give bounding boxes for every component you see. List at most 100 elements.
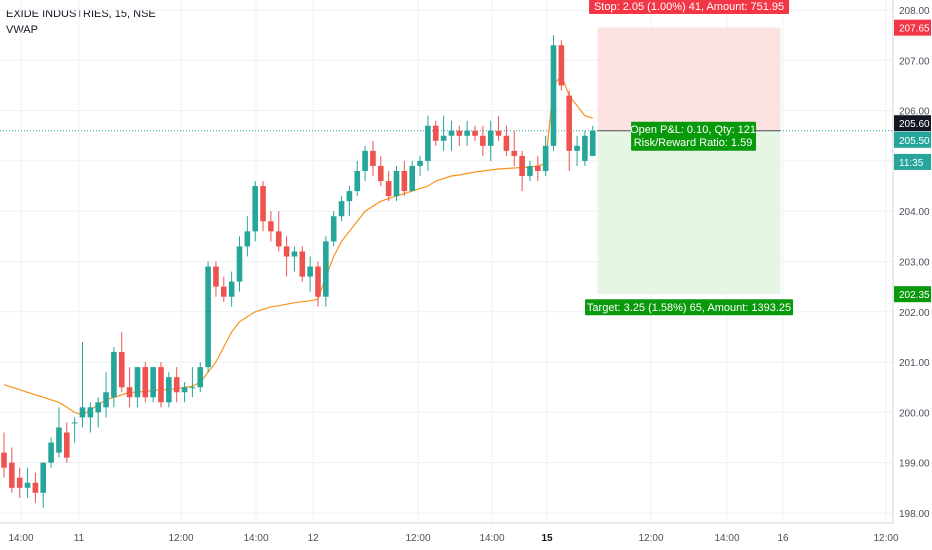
candle: [32, 472, 39, 503]
chart-symbol-title: EXIDE INDUSTRIES, 15, NSE: [6, 8, 156, 20]
candle-body: [330, 216, 337, 242]
time-axis: 14:00 11 12:00 14:00 12 12:00 14:00 15 12:00 14:0…: [0, 522, 899, 544]
candle: [1, 432, 7, 478]
candle-body: [519, 155, 525, 177]
candle-body: [56, 427, 62, 453]
candle-body: [503, 135, 510, 151]
candle: [401, 160, 408, 197]
price-axis: 198.00 199.00 200.00 201.00 202.00 203.00 204.…: [892, 0, 931, 523]
candles: [1, 35, 596, 508]
price-tick-label: 206.00: [899, 107, 930, 118]
price-axis-tag: 207.65: [894, 19, 931, 36]
candle-body: [166, 377, 172, 403]
candle: [95, 397, 101, 428]
candle: [582, 130, 588, 166]
svg-text:Stop: 2.05 (1.00%) 41, Amount:: Stop: 2.05 (1.00%) 41, Amount: 751.95: [594, 1, 784, 13]
candle: [252, 181, 258, 242]
stop-zone: [597, 27, 781, 131]
candle-body: [1, 452, 7, 468]
candle: [181, 382, 188, 403]
candle-body: [385, 181, 392, 197]
candle-body: [346, 191, 353, 202]
candle-body: [111, 352, 117, 398]
candle: [275, 211, 282, 252]
candle-body: [134, 367, 141, 398]
candle: [189, 367, 196, 398]
candle-body: [268, 221, 274, 232]
target-label: Target: 3.25 (1.58%) 65, Amount: 1393.25: [585, 299, 794, 316]
candle-body: [307, 266, 313, 277]
svg-text:11:35: 11:35: [899, 158, 924, 169]
candle-body: [9, 462, 15, 488]
candle-body: [566, 95, 572, 151]
time-tick-label: 12: [307, 533, 319, 544]
candle: [519, 150, 525, 192]
candle: [268, 211, 274, 242]
vwap-line: [3, 74, 593, 416]
candle-body: [527, 165, 533, 177]
price-tick-label: 208.00: [899, 6, 930, 17]
candle: [126, 367, 133, 408]
candle-body: [401, 170, 408, 192]
time-tick-label: 11: [74, 533, 85, 544]
candle-body: [118, 352, 125, 388]
svg-text:205.50: 205.50: [899, 136, 930, 147]
candle: [495, 115, 502, 141]
candle-body: [244, 231, 251, 247]
candle-body: [354, 170, 361, 192]
candle-body: [142, 367, 149, 398]
candle: [370, 140, 376, 177]
time-tick-label: 16: [777, 533, 789, 544]
candle: [346, 186, 353, 217]
candle-body: [64, 432, 70, 458]
candle-body: [221, 286, 227, 297]
candle: [338, 196, 345, 222]
candle: [409, 160, 415, 192]
candle: [24, 467, 31, 498]
candle: [173, 367, 180, 403]
candle-body: [236, 246, 243, 282]
candle: [480, 125, 486, 156]
time-tick-label: 12:00: [873, 533, 898, 544]
candle: [417, 155, 423, 177]
svg-text:202.35: 202.35: [899, 290, 930, 301]
candle-body: [370, 150, 376, 166]
candle-body: [425, 125, 431, 161]
candle-body: [440, 135, 447, 141]
candle: [64, 422, 70, 463]
candle-body: [338, 201, 345, 217]
candle: [197, 362, 204, 393]
price-tick-label: 201.00: [899, 358, 930, 369]
indicator-label-vwap[interactable]: VWAP: [6, 24, 38, 36]
candle: [378, 155, 384, 187]
candle: [487, 120, 494, 161]
candle-body: [589, 130, 596, 156]
candle: [71, 417, 78, 443]
candle: [16, 467, 23, 498]
candle-body: [511, 150, 518, 156]
candle: [142, 362, 149, 403]
candle: [150, 367, 156, 403]
candle: [307, 256, 313, 292]
candle-body: [173, 377, 180, 393]
candle: [213, 261, 219, 297]
price-tick-label: 198.00: [899, 509, 930, 520]
candle: [118, 331, 125, 393]
position-zones: [0, 27, 893, 295]
candle: [440, 115, 447, 151]
candle: [330, 211, 337, 247]
candle-body: [409, 165, 415, 192]
candle-body: [48, 442, 54, 463]
candle-body: [448, 130, 455, 136]
candle: [589, 125, 596, 156]
candle-body: [71, 422, 78, 424]
candle-body: [432, 125, 439, 141]
candle: [299, 246, 306, 282]
svg-text:207.65: 207.65: [899, 24, 930, 35]
candle: [456, 125, 463, 146]
candle: [393, 165, 400, 202]
candle-body: [24, 482, 31, 488]
candle: [354, 160, 361, 197]
price-tick-label: 202.00: [899, 308, 930, 319]
